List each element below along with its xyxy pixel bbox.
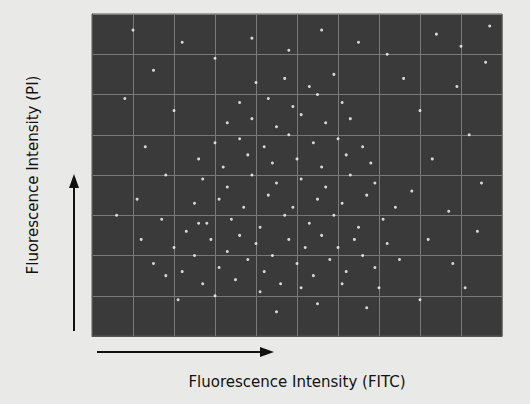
svg-text:Fluorescence Intensity (PI): Fluorescence Intensity (PI) [24,76,42,275]
svg-text:Fluorescence Intensity (FITC): Fluorescence Intensity (FITC) [188,373,405,391]
